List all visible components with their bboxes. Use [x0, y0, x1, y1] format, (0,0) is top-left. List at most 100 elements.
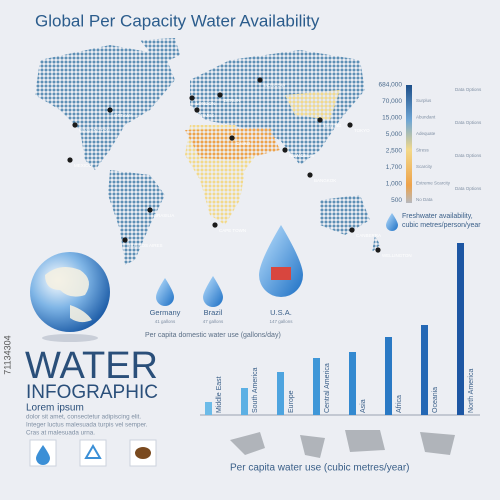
- legend-number: 1,000: [386, 181, 403, 188]
- x-axis-label: Per capita water use (cubic metres/year): [230, 463, 410, 474]
- city-label: LONDON: [196, 101, 215, 106]
- icon-recycle: [79, 439, 107, 467]
- legend-number: 70,000: [382, 98, 402, 105]
- drop-usa: [259, 225, 303, 297]
- lorem-line: Cras at malesuada urna.: [26, 430, 95, 437]
- city-label: NEW DELHI: [289, 153, 314, 158]
- lorem-line: dolor sit amet, consectetur adipiscing e…: [26, 414, 141, 421]
- city-dot: [212, 222, 218, 228]
- silhouette: [230, 432, 265, 455]
- legend-number: 1,700: [386, 164, 403, 171]
- legend-option: Data Options: [455, 153, 482, 158]
- country-usage: 147 gallons: [269, 319, 293, 324]
- icon-recycle-mark: [84, 444, 102, 459]
- city-label: CANBERRA: [356, 233, 381, 238]
- city-label: CAIRO: [236, 141, 251, 146]
- eurasia: [190, 50, 365, 165]
- city-label: PARIS: [201, 113, 214, 118]
- city-label: TOKYO: [354, 128, 370, 133]
- arid-belt: [185, 128, 280, 160]
- lorem-title: Lorem ipsum: [26, 403, 84, 414]
- city-label: CAPE TOWN: [219, 228, 246, 233]
- flag-usa: [271, 267, 291, 280]
- legend-label: Abundant: [416, 115, 436, 120]
- continent-silhouettes: [230, 430, 455, 458]
- drop-germany: [156, 278, 174, 306]
- bar: [277, 372, 284, 415]
- city-label: BUENOS AIRES: [129, 243, 163, 248]
- globe-land: [45, 266, 92, 323]
- city-dot: [349, 227, 355, 233]
- city-label: WELLINGTON: [382, 253, 412, 258]
- city-label: BEIJING: [324, 123, 342, 128]
- heading: WATER: [25, 345, 158, 387]
- domestic-caption: Per capita domestic water use (gallons/d…: [145, 332, 281, 339]
- bar-label: Central America: [324, 363, 331, 413]
- city-dot: [307, 172, 313, 178]
- globe-shadow: [42, 334, 98, 342]
- country-name: U.S.A.: [270, 308, 292, 317]
- bar-label: South America: [252, 367, 259, 413]
- city-dot: [189, 95, 195, 101]
- lorem-line: Integer luctus malesuada turpis vel semp…: [26, 422, 148, 429]
- country-name: Germany: [150, 308, 181, 317]
- bar-label: Oceania: [432, 387, 439, 413]
- city-label: OTTAWA: [114, 113, 133, 118]
- silhouette: [345, 430, 385, 452]
- city-dot: [122, 237, 128, 243]
- icon-seed-mark: [135, 447, 151, 459]
- city-label: BERLIN: [224, 98, 240, 103]
- city-label: MOSCOW: [264, 83, 286, 88]
- legend-label: Adequate: [416, 131, 436, 136]
- city-dot: [107, 107, 113, 113]
- legend-number: 15,000: [382, 115, 402, 122]
- city-dot: [375, 247, 381, 253]
- country-usage: 41 gallons: [155, 319, 176, 324]
- bar: [349, 352, 356, 415]
- bar-label: Middle East: [216, 376, 223, 413]
- north-america: [35, 45, 175, 170]
- legend-option: Data Options: [455, 186, 482, 191]
- icon-drop: [36, 445, 50, 465]
- city-dot: [229, 135, 235, 141]
- legend-label: Stress: [416, 148, 430, 153]
- subheading: INFOGRAPHIC: [26, 382, 158, 403]
- bar: [457, 243, 464, 415]
- silhouette: [420, 432, 455, 455]
- globe: [30, 252, 110, 342]
- bar-label: Africa: [396, 395, 403, 413]
- city-dot: [67, 157, 73, 163]
- bar: [241, 388, 248, 415]
- bar: [421, 325, 428, 415]
- legend-number: 2,500: [386, 148, 403, 155]
- legend-option: Data Options: [455, 87, 482, 92]
- city-label: WASHINGTON: [79, 128, 110, 133]
- city-label: MEXICO: [74, 163, 92, 168]
- city-dot: [217, 92, 223, 98]
- legend-number: 684,000: [379, 82, 403, 89]
- city-dot: [257, 77, 263, 83]
- country-usage: 47 gallons: [203, 319, 224, 324]
- silhouette: [300, 435, 325, 458]
- freshwater-note: cubic metres/person/year: [402, 222, 481, 229]
- central-asia: [285, 90, 340, 120]
- city-dot: [317, 117, 323, 123]
- legend-number: 500: [391, 197, 402, 204]
- legend-label: Extreme Scarcity: [416, 181, 451, 186]
- country-name: Brazil: [204, 308, 223, 317]
- city-label: BANGKOK: [314, 178, 336, 183]
- city-dot: [347, 122, 353, 128]
- legend-number: 5,000: [386, 131, 403, 138]
- bar: [385, 337, 392, 415]
- bar: [313, 358, 320, 415]
- freshwater-note: Freshwater availability,: [402, 213, 473, 220]
- legend-label: No Data: [416, 197, 433, 202]
- icons: [29, 439, 157, 467]
- australia: [320, 195, 370, 235]
- new-zealand: [372, 235, 380, 252]
- bar-label: North America: [468, 369, 475, 413]
- bar: [205, 402, 212, 415]
- legend-option: Data Options: [455, 120, 482, 125]
- world-map: [35, 38, 380, 265]
